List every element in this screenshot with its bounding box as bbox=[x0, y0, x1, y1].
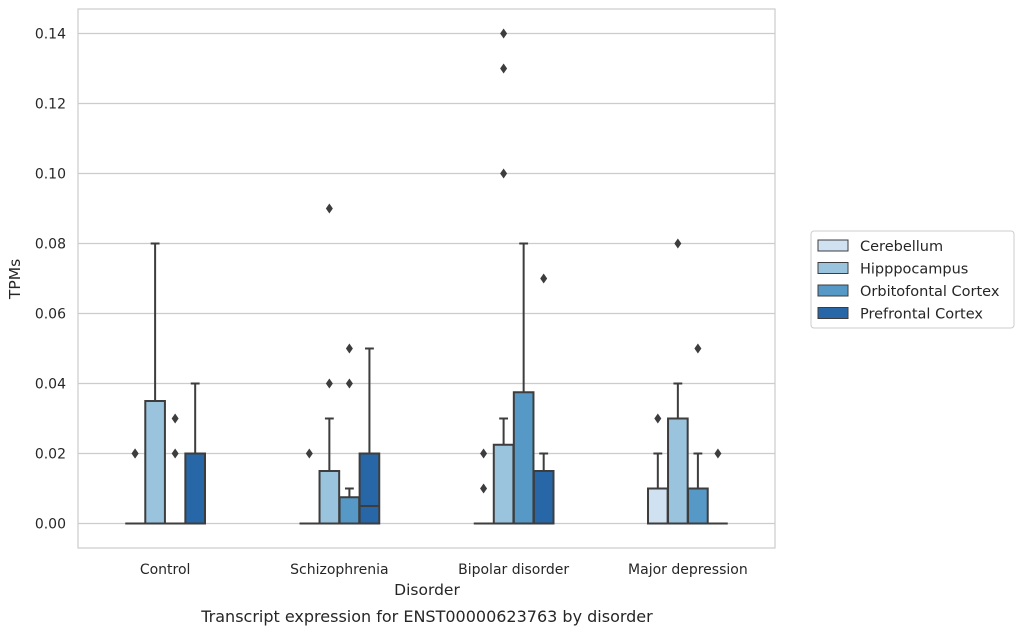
legend-label: Cerebellum bbox=[860, 239, 943, 255]
box bbox=[144, 400, 166, 525]
box-group bbox=[338, 343, 361, 525]
y-tick-label: 0.00 bbox=[35, 517, 66, 533]
legend-swatch bbox=[817, 284, 849, 297]
outlier-point bbox=[480, 448, 488, 459]
x-tick-label: Control bbox=[140, 562, 191, 578]
box-group bbox=[492, 28, 515, 525]
outlier-point bbox=[345, 343, 353, 354]
y-tick-labels: 0.00 0.02 0.04 0.06 0.08 0.10 0.12 0.14 bbox=[35, 27, 66, 533]
box-group bbox=[184, 382, 207, 525]
box bbox=[512, 391, 535, 525]
box bbox=[338, 496, 361, 525]
x-tick-labels: Control Schizophrenia Bipolar disorder Majo… bbox=[140, 562, 748, 578]
box bbox=[318, 470, 341, 525]
x-tick-label: Bipolar disorder bbox=[458, 562, 569, 578]
box-group bbox=[687, 343, 709, 525]
box-group bbox=[299, 448, 320, 525]
outlier-point bbox=[694, 343, 702, 354]
outlier-point bbox=[674, 238, 682, 249]
outlier-point bbox=[500, 168, 508, 179]
box bbox=[667, 417, 689, 525]
legend-label: Hipppocampus bbox=[860, 262, 968, 278]
x-tick-label: Schizophrenia bbox=[290, 562, 388, 578]
y-tick-label: 0.08 bbox=[35, 237, 66, 253]
box-group bbox=[318, 203, 341, 525]
outlier-point bbox=[131, 448, 139, 459]
outlier-point bbox=[345, 378, 353, 389]
legend-label: Orbitofontal Cortex bbox=[860, 284, 1000, 300]
outlier-point bbox=[305, 448, 313, 459]
legend-label: Prefrontal Cortex bbox=[860, 307, 983, 323]
outlier-point bbox=[171, 413, 179, 424]
outlier-point bbox=[714, 448, 722, 459]
box-group bbox=[708, 448, 728, 525]
box bbox=[532, 470, 555, 525]
legend-swatch bbox=[817, 307, 849, 319]
outlier-point bbox=[325, 203, 333, 214]
box-group bbox=[667, 238, 689, 525]
box bbox=[646, 487, 669, 525]
y-tick-label: 0.10 bbox=[35, 167, 66, 183]
legend-frame bbox=[810, 230, 1015, 329]
box-group bbox=[646, 413, 669, 525]
y-tick-label: 0.14 bbox=[35, 27, 66, 43]
outlier-point bbox=[480, 483, 488, 494]
box-group bbox=[165, 413, 185, 525]
y-tick-label: 0.12 bbox=[35, 97, 66, 113]
legend-swatch bbox=[817, 262, 849, 274]
y-tick-label: 0.02 bbox=[35, 447, 66, 463]
x-tick-label: Major depression bbox=[628, 562, 748, 578]
x-axis-label: Disorder bbox=[394, 581, 460, 599]
box-group bbox=[358, 347, 381, 525]
outlier-point bbox=[500, 28, 508, 39]
y-tick-label: 0.06 bbox=[35, 307, 66, 323]
y-axis-label: TPMs bbox=[6, 259, 24, 300]
box-group bbox=[532, 273, 555, 525]
outlier-point bbox=[171, 448, 179, 459]
box-group bbox=[512, 242, 535, 525]
box-group bbox=[144, 242, 166, 525]
outlier-point bbox=[654, 413, 662, 424]
outlier-point bbox=[540, 273, 548, 284]
box-group bbox=[125, 448, 145, 525]
legend-swatch bbox=[817, 239, 849, 252]
box bbox=[358, 452, 381, 525]
box bbox=[184, 452, 207, 525]
outlier-point bbox=[325, 378, 333, 389]
chart-caption: Transcript expression for ENST0000062376… bbox=[200, 607, 653, 626]
y-tick-label: 0.04 bbox=[35, 377, 66, 393]
box-group bbox=[473, 448, 494, 525]
box-series bbox=[125, 28, 728, 525]
legend: Cerebellum Hipppocampus Orbitofontal Corte… bbox=[810, 230, 1015, 329]
box bbox=[492, 443, 515, 525]
plot-frame bbox=[77, 8, 776, 549]
box bbox=[687, 487, 709, 525]
outlier-point bbox=[500, 63, 508, 74]
